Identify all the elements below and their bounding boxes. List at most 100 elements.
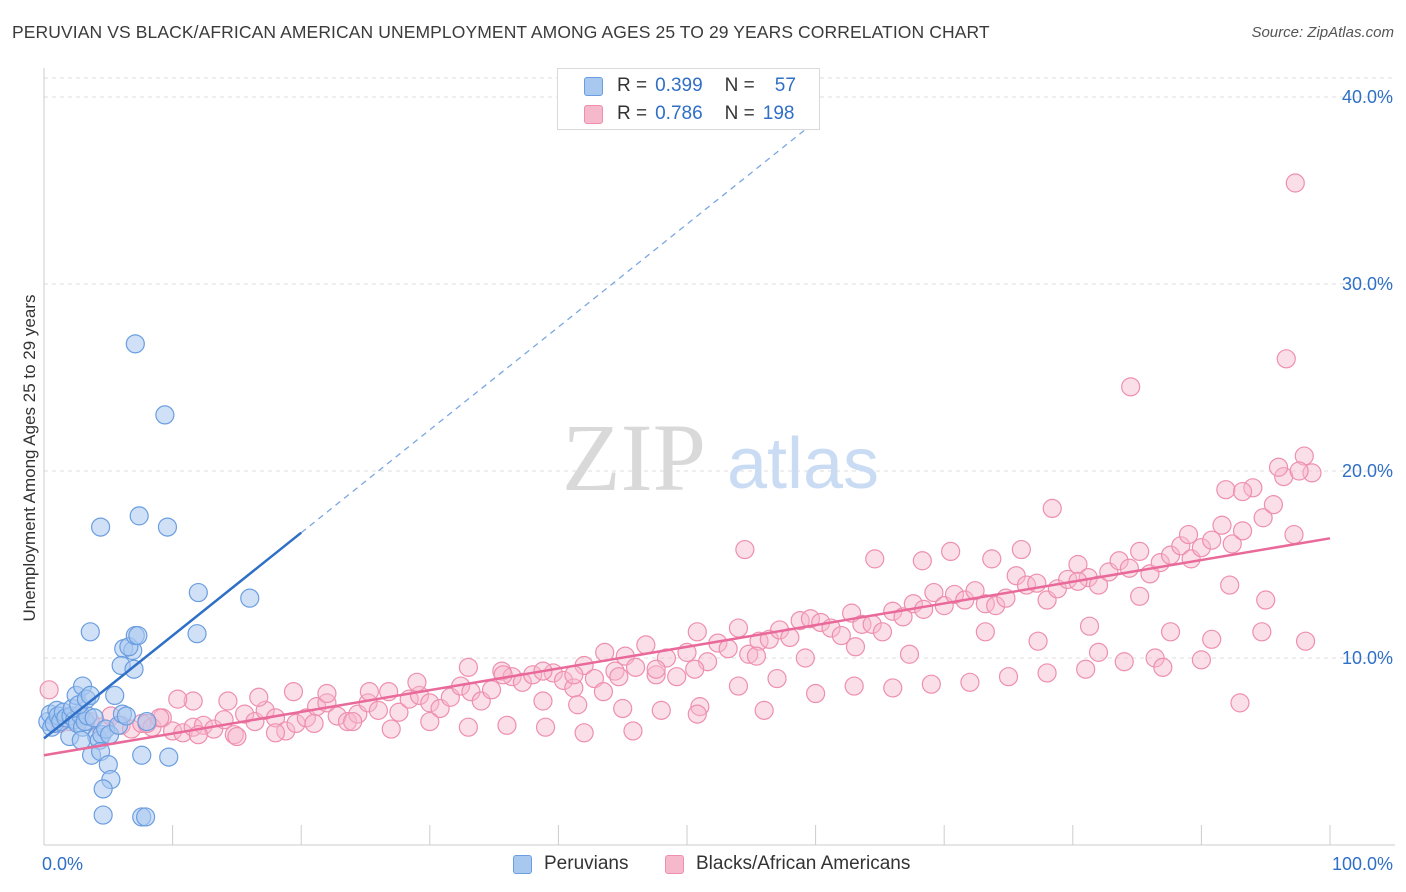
source-credit: Source: ZipAtlas.com (1251, 24, 1394, 41)
y-tick-label: 10.0% (1342, 648, 1393, 668)
point-peruvians (137, 711, 157, 732)
point-blacks (646, 659, 666, 679)
point-blacks (1295, 631, 1316, 651)
point-blacks (924, 582, 944, 603)
point-blacks (1130, 541, 1150, 562)
point-blacks (304, 713, 324, 734)
point-blacks (407, 672, 427, 692)
point-blacks (986, 596, 1006, 616)
point-blacks (625, 657, 646, 677)
point-blacks (568, 695, 588, 715)
legend-item-blacks[interactable]: Blacks/African Americans (665, 851, 910, 877)
point-blacks (941, 541, 961, 562)
point-blacks (975, 622, 995, 642)
point-blacks (685, 659, 705, 679)
point-blacks (944, 584, 965, 605)
point-blacks (1252, 622, 1272, 642)
point-blacks (1042, 498, 1062, 518)
point-peruvians (84, 708, 104, 728)
point-blacks (739, 644, 759, 664)
trendline-peruvians (43, 531, 302, 740)
point-blacks (1232, 481, 1253, 502)
y-tick-label: 20.0% (1342, 461, 1393, 481)
point-blacks (795, 648, 815, 668)
legend-item-peruvians[interactable]: Peruvians (513, 851, 629, 877)
grid-lines (44, 77, 1395, 659)
n-value: 57 (774, 75, 796, 96)
point-blacks (609, 667, 629, 687)
point-blacks (39, 680, 59, 700)
y-tick-label: 30.0% (1342, 274, 1393, 294)
point-blacks (168, 689, 188, 709)
n-label: N = (724, 103, 755, 124)
point-blacks (458, 657, 478, 677)
point-blacks (844, 676, 864, 696)
point-blacks (872, 622, 893, 642)
point-blacks (420, 693, 440, 713)
axes (43, 68, 1395, 846)
point-blacks (767, 668, 787, 689)
r-label: R = (617, 75, 648, 96)
point-peruvians (105, 685, 125, 706)
point-blacks (899, 644, 920, 664)
point-blacks (564, 665, 584, 685)
point-blacks (584, 668, 605, 689)
point-blacks (1212, 515, 1232, 535)
point-blacks (553, 670, 574, 691)
point-blacks (883, 678, 903, 698)
point-blacks (1109, 551, 1129, 571)
point-blacks (1160, 622, 1181, 642)
tick-labels: 10.0% 20.0% 30.0% 40.0% 0.0% 100.0% (42, 87, 1393, 874)
point-blacks (1178, 524, 1199, 545)
x-tick-label: 100.0% (1332, 854, 1393, 874)
point-blacks (735, 539, 755, 560)
point-blacks (921, 674, 941, 694)
point-blacks (1253, 508, 1273, 528)
point-blacks (1130, 586, 1150, 606)
point-blacks (852, 614, 872, 634)
point-blacks (613, 698, 633, 719)
point-blacks (1028, 631, 1048, 651)
point-blacks (636, 635, 656, 655)
point-blacks (183, 691, 203, 711)
blacks-legend-label: Blacks/African Americans (696, 853, 911, 874)
point-blacks (718, 639, 738, 659)
point-blacks (359, 682, 379, 702)
point-blacks (235, 704, 255, 724)
point-peruvians (155, 405, 175, 425)
peruvians-legend-swatch (513, 854, 532, 874)
point-blacks (646, 665, 666, 685)
point-peruvians (157, 517, 178, 537)
point-blacks (914, 599, 934, 619)
point-peruvians (187, 624, 207, 644)
point-peruvians (159, 747, 179, 767)
point-peruvians (93, 779, 113, 799)
blacks-swatch (584, 104, 603, 124)
x-tick-label: 0.0% (42, 854, 83, 874)
point-blacks (1285, 173, 1305, 193)
point-blacks (1068, 554, 1088, 575)
point-blacks (690, 697, 710, 717)
point-blacks (1202, 530, 1222, 550)
point-blacks (458, 717, 478, 737)
series-peruvians-points (38, 334, 260, 827)
trend-lines (43, 120, 1331, 757)
point-blacks (1222, 534, 1242, 554)
point-blacks (1232, 521, 1253, 541)
point-blacks (728, 618, 749, 638)
point-blacks (218, 691, 238, 711)
point-peruvians (188, 582, 208, 603)
point-blacks (805, 683, 826, 704)
point-blacks (1037, 663, 1057, 683)
point-blacks (227, 726, 247, 747)
point-blacks (1079, 616, 1100, 636)
point-blacks (1216, 480, 1236, 500)
point-blacks (687, 704, 707, 724)
r-value: 0.786 (655, 103, 703, 124)
trendline-blacks (43, 537, 1331, 757)
point-blacks (1243, 478, 1263, 498)
point-blacks (831, 625, 851, 646)
point-blacks (420, 711, 440, 732)
point-blacks (389, 702, 409, 722)
point-blacks (343, 711, 363, 732)
